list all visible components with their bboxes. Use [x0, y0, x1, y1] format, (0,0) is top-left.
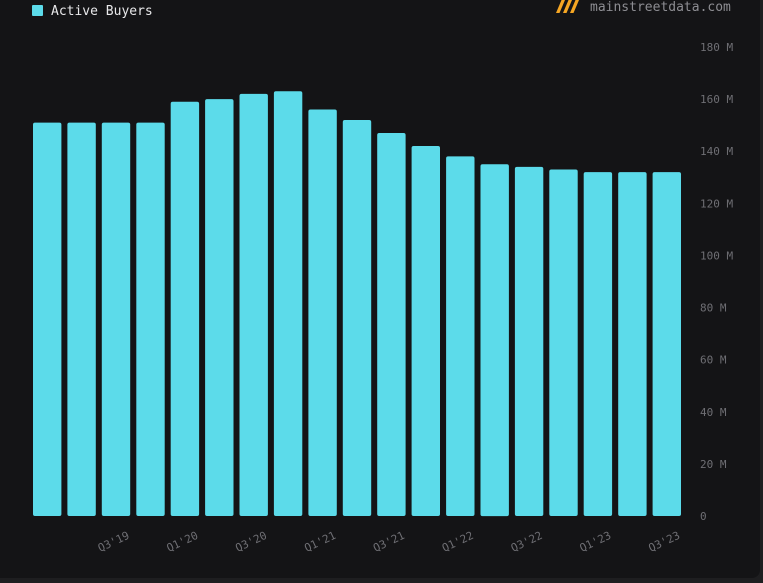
y-tick-label: 100 M — [700, 249, 733, 262]
bar-7[interactable] — [273, 91, 303, 517]
y-tick-label: 60 M — [700, 354, 727, 367]
x-tick-label: Q3'21 — [371, 529, 407, 555]
x-tick-label: Q1'23 — [578, 529, 614, 555]
bar-series-active-buyers — [33, 91, 681, 517]
bar-17[interactable] — [618, 172, 647, 516]
y-tick-label: 20 M — [700, 458, 727, 471]
bar-11[interactable] — [411, 146, 440, 516]
x-tick-label: Q3'19 — [96, 529, 132, 555]
x-tick-label: Q3'23 — [647, 529, 683, 555]
bar-8[interactable] — [308, 109, 337, 517]
brand-logo: mainstreetdata.com — [556, 0, 731, 15]
bar-2[interactable] — [101, 122, 131, 516]
y-tick-label: 160 M — [700, 93, 733, 106]
y-tick-label: 120 M — [700, 197, 733, 210]
brand-name: mainstreetdata.com — [590, 0, 731, 15]
bar-6[interactable] — [239, 93, 268, 517]
legend-swatch — [32, 5, 43, 16]
x-tick-label: Q3'20 — [233, 529, 269, 555]
legend[interactable]: Active Buyers — [32, 4, 153, 19]
bar-15[interactable] — [549, 169, 578, 517]
bar-9[interactable] — [342, 120, 372, 516]
x-tick-label: Q1'21 — [302, 529, 338, 555]
x-tick-label: Q1'22 — [440, 529, 476, 555]
y-axis: 0 20 M 40 M 60 M 80 M 100 M 120 M 140 M 160 M 180… — [700, 41, 733, 523]
bar-18[interactable] — [652, 172, 681, 516]
bar-14[interactable] — [514, 166, 544, 516]
x-tick-label: Q3'22 — [509, 529, 545, 555]
legend-label: Active Buyers — [51, 4, 153, 19]
bar-13[interactable] — [480, 164, 509, 517]
bar-12[interactable] — [446, 156, 475, 516]
slash-stripes-logo-icon — [556, 0, 579, 13]
bar-0[interactable] — [33, 122, 62, 516]
y-tick-label: 40 M — [700, 406, 727, 419]
y-tick-label: 80 M — [700, 302, 727, 315]
bar-16[interactable] — [583, 172, 613, 516]
bar-4[interactable] — [170, 101, 200, 516]
x-tick-label: Q1'20 — [165, 529, 201, 555]
bar-5[interactable] — [205, 99, 234, 516]
bar-10[interactable] — [377, 133, 406, 516]
bar-3[interactable] — [136, 122, 165, 516]
x-axis: Q3'19 Q1'20 Q3'20 Q1'21 Q3'21 Q1'22 Q3'22 Q1'23… — [96, 529, 682, 555]
y-tick-label: 180 M — [700, 41, 733, 54]
bar-1[interactable] — [67, 122, 96, 516]
y-tick-label: 140 M — [700, 145, 733, 158]
y-tick-label: 0 — [700, 510, 707, 523]
